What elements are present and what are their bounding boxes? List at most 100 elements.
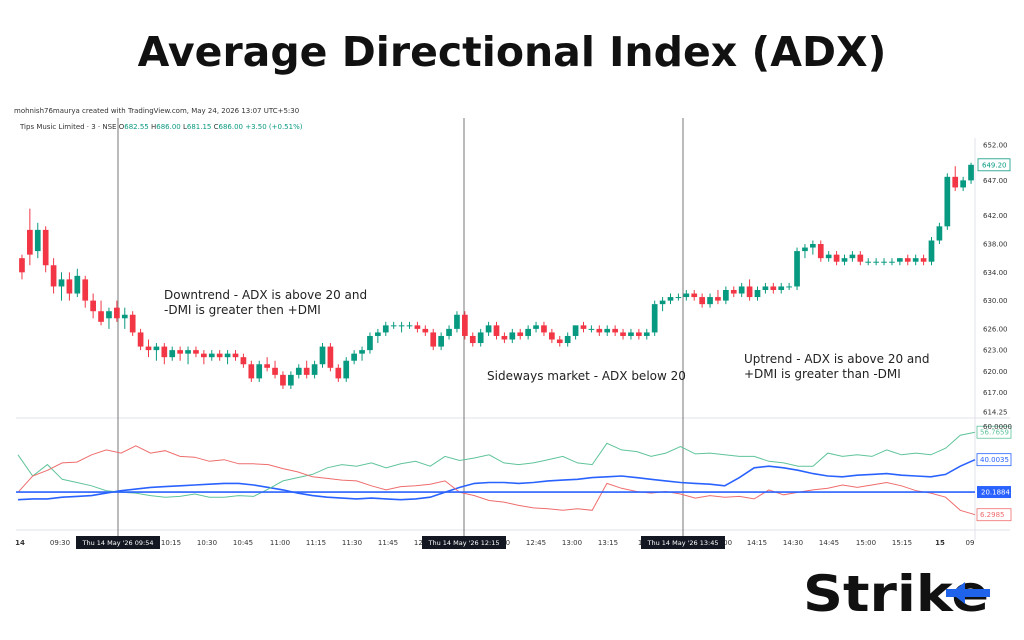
candle-body [675, 297, 682, 299]
price-tick-label: 630.00 [983, 297, 1008, 305]
candle-body [169, 350, 176, 358]
crosshair-time-label: Thu 14 May '26 09:54 [82, 539, 154, 547]
candle-body [485, 325, 492, 333]
candle-body [375, 332, 381, 336]
crosshair-time-box [422, 536, 506, 549]
low-value: 681.15 [186, 123, 212, 131]
candle-body [343, 360, 350, 379]
series-value-box [976, 453, 1012, 467]
candle-body [730, 289, 737, 294]
candle-body [952, 176, 959, 188]
high-value: 686.00 [156, 123, 181, 131]
close-value: 686.00 [218, 123, 244, 131]
candle-body [928, 240, 935, 262]
candle-body [42, 229, 49, 266]
candle-body [738, 286, 745, 294]
last-price-box [977, 158, 1011, 172]
candle-body [810, 244, 816, 248]
annotation-uptrend: Uptrend - ADX is above 20 and +DMI is gr… [744, 352, 930, 381]
attribution-text: mohnish76maurya created with TradingView… [14, 107, 300, 115]
open-value: 682.55 [124, 123, 149, 131]
close-label: C [213, 123, 219, 131]
candle-body [699, 297, 705, 305]
candle-body [177, 350, 183, 354]
candle-body [667, 297, 674, 301]
candle-body [98, 311, 104, 322]
candle-body [904, 258, 911, 262]
candle-body [960, 180, 966, 188]
candle-body [390, 325, 397, 327]
price-tick-label: 652.00 [983, 142, 1008, 150]
symbol-legend: Tips Music Limited · 3 · NSE O682.55 H68… [20, 123, 302, 131]
reference-value-box [977, 486, 1011, 499]
candle-body [833, 254, 840, 262]
arrow-icon [946, 582, 990, 604]
time-tick-label: 14:30 [783, 539, 803, 547]
candle-body [754, 289, 761, 298]
symbol-name: Tips Music Limited · 3 · NSE [20, 123, 117, 131]
candle-body [841, 258, 848, 262]
reference-value-label: 20.1884 [981, 489, 1010, 497]
series-line [17, 445, 976, 516]
candle-body [477, 332, 484, 344]
candle-body [849, 254, 856, 259]
candle-body [778, 286, 785, 290]
series-value-box [976, 425, 1012, 439]
time-tick-label: 12:45 [526, 539, 546, 547]
candle-body [280, 374, 286, 386]
candle-body [643, 332, 650, 336]
price-tick-label: 617.00 [983, 389, 1008, 397]
candle-body [430, 332, 437, 347]
candle-body [493, 325, 500, 336]
candle-body [295, 367, 302, 375]
candle-body [873, 261, 879, 263]
change-value: +3.50 (+0.51%) [245, 123, 303, 131]
candle-body [968, 164, 974, 181]
annotation-downtrend: Downtrend - ADX is above 20 and -DMI is … [164, 288, 368, 317]
candle-body [715, 297, 721, 301]
price-tick-label: 623.00 [983, 347, 1008, 355]
candle-body [121, 314, 128, 319]
candle-body [446, 328, 452, 336]
candle-body [628, 332, 634, 336]
price-tick-label: 614.25 [983, 409, 1008, 417]
time-tick-label: 11:00 [270, 539, 290, 547]
candle-body [897, 258, 903, 262]
candle-body [208, 353, 215, 358]
candle-body [256, 364, 263, 379]
candle-body [691, 293, 698, 298]
price-tick-label: 647.00 [983, 177, 1008, 185]
price-tick-label: 626.00 [983, 325, 1008, 333]
open-label: O [118, 123, 125, 131]
candle-body [303, 367, 310, 375]
candle-body [865, 261, 872, 263]
low-label: L [182, 123, 187, 131]
candle-body [232, 353, 239, 358]
crosshair-time-box [76, 536, 160, 549]
candle-body [857, 254, 864, 262]
candle-body [58, 279, 65, 287]
candle-body [27, 229, 33, 255]
candle-body [525, 328, 531, 336]
candle-body [161, 346, 168, 358]
candle-body [541, 325, 547, 333]
candle-body [762, 286, 769, 290]
candle-body [193, 350, 199, 354]
candle-body [382, 325, 389, 333]
candle-body [912, 258, 919, 262]
series-value-label: 56.7659 [980, 429, 1009, 437]
crosshair-time-label: Thu 14 May '26 13:45 [647, 539, 719, 547]
candle-body [319, 346, 326, 365]
candle-body [422, 328, 429, 333]
candle-body [90, 300, 96, 312]
price-tick-label: 620.00 [983, 368, 1008, 376]
time-tick-label: 13:00 [562, 539, 582, 547]
page-title: Average Directional Index (ADX) [137, 28, 887, 76]
crosshair-time-box [641, 536, 725, 549]
candle-body [248, 364, 255, 379]
candle-body [944, 176, 951, 227]
candle-body [881, 261, 887, 263]
time-tick-label: 15:00 [856, 539, 876, 547]
candle-body [137, 332, 144, 347]
